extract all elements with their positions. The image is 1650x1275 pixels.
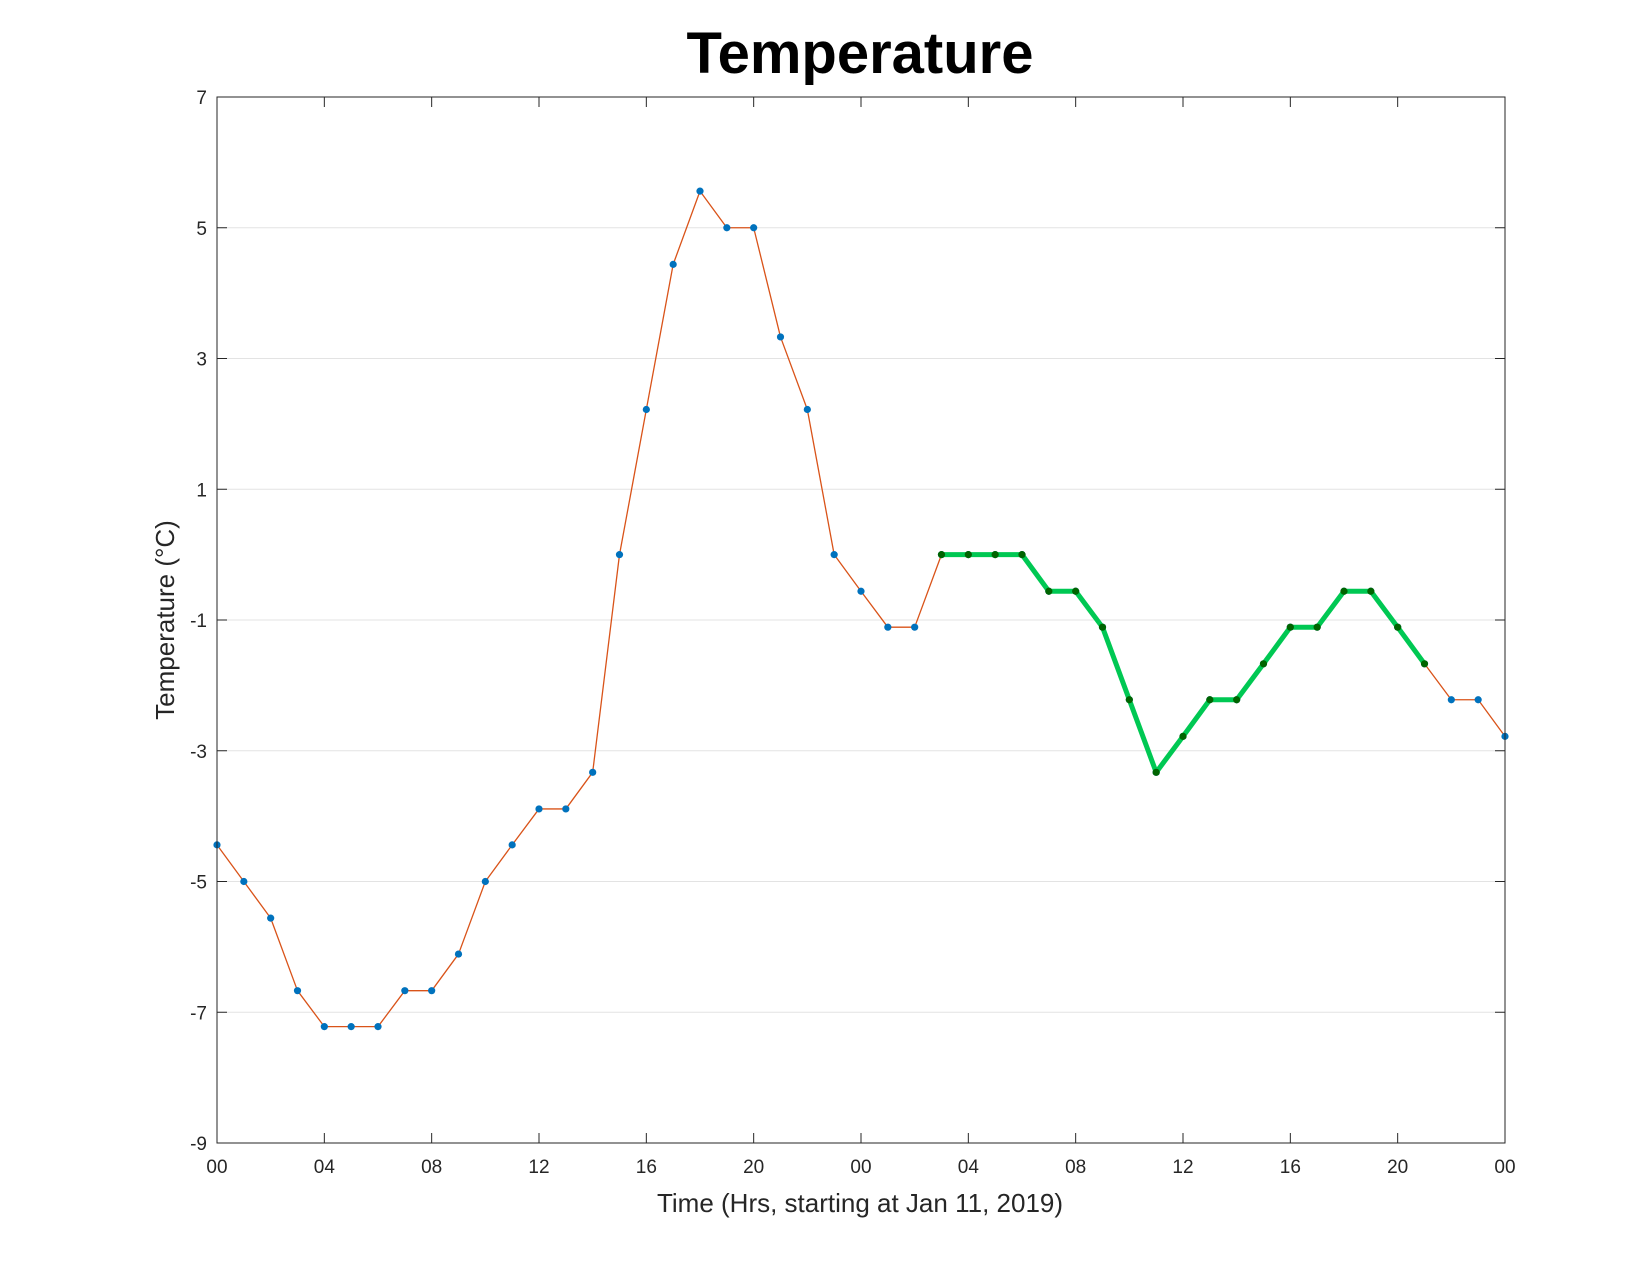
data-point <box>267 914 275 922</box>
data-point <box>696 187 704 195</box>
y-tick-label: 7 <box>196 88 207 109</box>
data-point <box>1447 696 1455 704</box>
x-tick-label: 20 <box>743 1157 764 1178</box>
data-point <box>937 551 946 559</box>
y-tick-label: -5 <box>190 873 207 894</box>
data-point <box>481 877 489 886</box>
data-point <box>428 987 436 995</box>
data-point <box>991 551 999 559</box>
data-point <box>454 950 463 958</box>
data-point <box>1474 696 1482 704</box>
data-point <box>535 805 543 813</box>
data-point <box>1367 587 1375 595</box>
y-tick-label: -1 <box>190 611 207 632</box>
x-tick-label: 12 <box>528 1157 549 1178</box>
x-tick-label: 08 <box>421 1157 442 1178</box>
data-point <box>1420 660 1429 668</box>
data-point <box>401 987 409 995</box>
y-tick-label: -3 <box>190 742 207 763</box>
x-tick-label: 16 <box>636 1157 657 1178</box>
x-tick-label: 00 <box>1494 1157 1515 1178</box>
y-tick-label: 1 <box>196 480 207 501</box>
x-tick-label: 20 <box>1387 1157 1408 1178</box>
data-point <box>1125 696 1133 704</box>
chart-title: Temperature <box>686 21 1033 86</box>
data-point <box>1206 696 1214 704</box>
x-tick-label: 00 <box>206 1157 227 1178</box>
data-point <box>776 333 785 341</box>
data-point <box>642 405 650 414</box>
x-tick-label: 04 <box>958 1157 980 1178</box>
data-point <box>1045 587 1053 595</box>
data-point <box>803 405 811 414</box>
data-point <box>857 587 865 595</box>
x-axis-label: Time (Hrs, starting at Jan 11, 2019) <box>657 1188 1063 1218</box>
data-point <box>723 224 731 232</box>
data-point <box>884 623 892 631</box>
x-tick-label: 16 <box>1280 1157 1301 1178</box>
y-tick-label: -7 <box>190 1003 207 1024</box>
data-point <box>830 551 838 559</box>
y-tick-label: -9 <box>190 1134 207 1155</box>
x-tick-label: 12 <box>1172 1157 1193 1178</box>
data-point <box>562 805 570 813</box>
data-point <box>1259 660 1268 668</box>
plot-series <box>213 187 1509 1031</box>
data-point <box>1098 623 1107 631</box>
data-point <box>1394 623 1402 631</box>
data-point <box>320 1023 328 1031</box>
data-point <box>1072 587 1080 595</box>
data-point <box>1340 587 1348 595</box>
data-point <box>964 551 972 559</box>
data-point <box>1313 623 1321 631</box>
data-point <box>1179 732 1187 740</box>
data-point <box>293 987 302 995</box>
data-point <box>911 623 919 631</box>
data-point <box>615 551 624 559</box>
data-point <box>1286 623 1294 631</box>
data-point <box>347 1023 355 1031</box>
data-point <box>669 260 677 268</box>
data-point <box>240 877 248 886</box>
data-point <box>508 841 516 849</box>
y-axis-label: Temperature (°C) <box>150 520 180 720</box>
data-point <box>1233 696 1241 704</box>
x-tick-label: 00 <box>850 1157 871 1178</box>
data-point <box>1152 768 1160 776</box>
series-line-1 <box>216 190 1506 1028</box>
x-tick-label: 04 <box>314 1157 336 1178</box>
data-point <box>374 1023 382 1031</box>
grid-lines <box>217 227 1505 1013</box>
y-tick-label: 5 <box>196 219 207 240</box>
x-tick-label: 08 <box>1065 1157 1086 1178</box>
data-point <box>589 768 597 776</box>
y-tick-label: 3 <box>196 350 207 371</box>
data-point <box>1018 551 1026 559</box>
data-point <box>750 224 758 232</box>
